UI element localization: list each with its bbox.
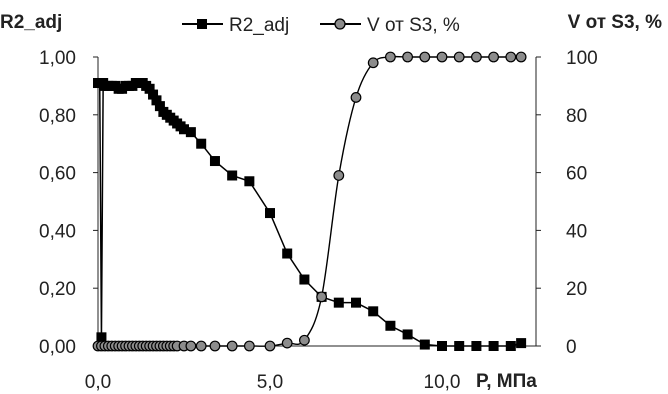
legend-label-v-s3: V от S3, % — [367, 15, 460, 36]
r2-adj-point — [154, 101, 165, 112]
r2-adj-point — [148, 89, 159, 100]
v-s3-point — [453, 51, 465, 63]
v-s3-point — [367, 57, 379, 69]
x-tick-label: 10,0 — [424, 372, 461, 393]
v-s3-point — [243, 340, 255, 352]
legend-marker-square — [197, 19, 207, 29]
right-axis-title: V от S3, % — [568, 12, 662, 33]
v-s3-point — [333, 170, 345, 181]
v-s3-point — [209, 340, 221, 352]
r2-adj-point — [179, 124, 189, 135]
legend-marker-circle — [334, 18, 346, 30]
r2-adj-point — [385, 320, 396, 331]
right-y-tick-label: 0 — [566, 337, 577, 358]
v-s3-point — [226, 340, 238, 352]
right-y-tick-label: 80 — [566, 106, 587, 127]
x-axis-title: P, МПа — [476, 371, 537, 392]
r2-adj-point — [244, 176, 255, 187]
v-s3-point — [316, 291, 328, 303]
r2-adj-point — [419, 339, 430, 350]
r2-adj-point — [471, 341, 482, 351]
legend-label-r2-adj: R2_adj — [229, 15, 289, 36]
v-s3-point — [488, 51, 500, 63]
left-y-tick-label: 0,60 — [39, 164, 76, 185]
r2-adj-point — [351, 297, 361, 308]
left-y-tick-label: 0,40 — [39, 221, 76, 242]
r2-adj-point — [505, 341, 516, 351]
x-tick-label: 0,0 — [85, 372, 111, 393]
r2-adj-point — [227, 170, 238, 181]
r2-adj-point — [333, 297, 344, 308]
v-s3-point — [471, 51, 482, 63]
right-y-tick-label: 60 — [566, 164, 587, 185]
left-axis-title: R2_adj — [0, 12, 62, 33]
v-s3-point — [419, 51, 431, 63]
r2-adj-point — [185, 127, 196, 138]
v-s3-point — [505, 51, 517, 63]
x-tick-label: 5,0 — [257, 372, 283, 393]
right-y-tick-label: 40 — [566, 221, 587, 242]
r2-adj-point — [368, 306, 379, 317]
r2-adj-point — [265, 208, 275, 219]
r2-adj-point — [299, 274, 310, 285]
v-s3-point — [402, 51, 414, 63]
r2-adj-point — [209, 156, 220, 167]
r2-adj-point — [454, 341, 465, 351]
v-s3-point — [515, 51, 527, 63]
r2-adj-point — [282, 248, 293, 259]
r2-adj-point — [488, 341, 499, 351]
r2-adj-point — [144, 83, 155, 94]
v-s3-point — [195, 340, 207, 352]
legend: R2_adj V от S3, % — [182, 15, 460, 36]
r2-adj-point — [151, 95, 162, 106]
r2-adj-point — [402, 329, 413, 340]
right-y-tick-label: 100 — [566, 48, 598, 69]
v-s3-point — [350, 92, 362, 103]
v-s3-point — [299, 334, 310, 346]
series-markers — [92, 51, 527, 352]
v-s3-point — [264, 340, 276, 352]
left-y-tick-label: 0,00 — [39, 337, 76, 358]
left-y-tick-label: 1,00 — [39, 48, 76, 69]
r2-adj-point — [437, 341, 447, 351]
v-s3-point — [436, 51, 448, 63]
r2-adj-point — [516, 338, 527, 349]
v-s3-point — [281, 337, 293, 349]
v-s3-point — [385, 51, 396, 63]
r2-adj-point — [196, 138, 207, 149]
tick-labels: 0,0 5,0 10,0 0,00 0,20 0,40 0,60 0,80 1,00 0 20 40 6… — [39, 48, 598, 393]
series-line-r2-adj — [98, 80, 522, 347]
left-y-tick-label: 0,80 — [39, 106, 76, 127]
left-y-tick-label: 0,20 — [39, 279, 76, 300]
r2-adj-point — [96, 332, 107, 343]
v-s3-point — [185, 340, 197, 352]
right-y-tick-label: 20 — [566, 279, 587, 300]
